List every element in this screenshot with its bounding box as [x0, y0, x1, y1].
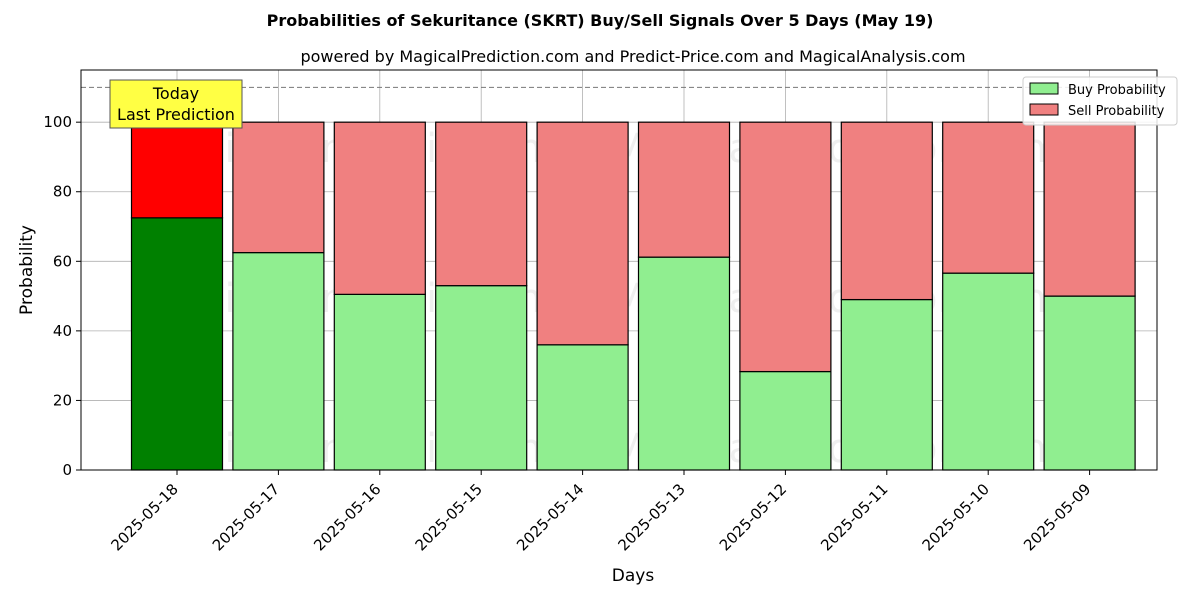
- legend: Buy Probability Sell Probability: [1022, 76, 1178, 126]
- sell-bar: [840, 121, 933, 301]
- buy-bar: [536, 344, 629, 471]
- buy-bar: [333, 293, 426, 471]
- sell-bar: [435, 121, 528, 287]
- bars: [130, 121, 1136, 471]
- buy-bar: [942, 272, 1035, 471]
- x-tick-label: 2025-05-18: [107, 480, 181, 554]
- legend-sell-swatch: [1029, 103, 1059, 116]
- sell-bar: [333, 121, 426, 295]
- y-tick-label: 80: [53, 183, 72, 201]
- x-tick-label: 2025-05-09: [1020, 480, 1094, 554]
- chart-subtitle: powered by MagicalPrediction.com and Pre…: [300, 47, 965, 66]
- y-tick-label: 40: [53, 322, 72, 340]
- x-tick-label: 2025-05-11: [817, 480, 891, 554]
- legend-buy-label: Buy Probability: [1068, 83, 1166, 98]
- sell-bar: [232, 121, 325, 254]
- chart-title: Probabilities of Sekuritance (SKRT) Buy/…: [267, 11, 934, 30]
- sell-bar: [1043, 121, 1136, 297]
- y-tick-label: 100: [43, 113, 72, 131]
- legend-buy-swatch: [1029, 82, 1059, 95]
- buy-bar: [130, 217, 224, 471]
- buy-bar: [637, 256, 731, 471]
- legend-box: [1022, 76, 1178, 126]
- y-tick-label: 20: [53, 391, 72, 409]
- x-axis-label: Days: [612, 566, 655, 586]
- sell-bar: [942, 121, 1035, 274]
- buy-bar: [739, 370, 832, 471]
- sell-bar: [739, 121, 832, 373]
- legend-sell-label: Sell Probability: [1068, 104, 1165, 119]
- buy-bar: [840, 298, 933, 471]
- x-tick-label: 2025-05-10: [919, 480, 993, 554]
- sell-bar: [637, 121, 731, 258]
- buy-bar: [435, 285, 528, 471]
- annotation-line2: Last Prediction: [117, 105, 235, 124]
- plot-frame: [80, 69, 1158, 471]
- sell-bar: [536, 121, 629, 346]
- today-annotation: Today Last Prediction: [109, 79, 243, 129]
- x-tick-label: 2025-05-15: [412, 480, 486, 554]
- buy-bar: [1043, 295, 1136, 471]
- x-tick-label: 2025-05-14: [513, 480, 587, 554]
- y-tick-label: 0: [62, 461, 72, 479]
- y-tick-label: 60: [53, 252, 72, 270]
- buy-bar: [232, 252, 325, 471]
- x-tick-label: 2025-05-13: [614, 480, 688, 554]
- x-tick-label: 2025-05-16: [310, 480, 384, 554]
- y-axis-label: Probability: [17, 225, 37, 315]
- x-tick-label: 2025-05-17: [209, 480, 283, 554]
- annotation-line1: Today: [152, 84, 199, 103]
- x-tick-label: 2025-05-12: [716, 480, 790, 554]
- sell-bar: [130, 121, 224, 219]
- annotation-box: [109, 79, 243, 129]
